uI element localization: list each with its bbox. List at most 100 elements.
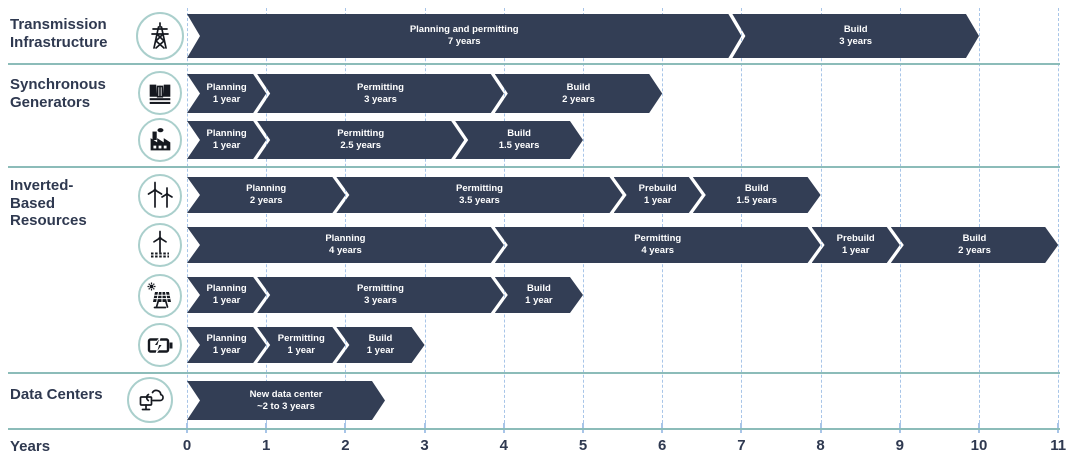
gantt-segment-build: Build 1 year: [336, 327, 424, 363]
axis-tick-label: 1: [262, 437, 271, 454]
onshore-wind-icon: [138, 174, 182, 218]
segment-phase-label: Build: [507, 128, 531, 140]
segment-phase-label: Planning and permitting: [409, 24, 519, 36]
year-gridline: [187, 8, 188, 428]
gantt-segment-planning-and-permitting: Planning and permitting 7 years: [187, 14, 741, 58]
gantt-segment-permitting: Permitting 1 year: [257, 327, 345, 363]
section-separator: [8, 372, 1060, 374]
segment-duration-label: 1 year: [212, 345, 241, 356]
segment-duration-label: 2 years: [562, 93, 595, 105]
segment-phase-label: Build: [527, 283, 551, 295]
segment-phase-label: Planning: [206, 81, 247, 93]
segment-phase-label: Planning: [206, 128, 247, 140]
segment-duration-label: 2 years: [249, 195, 283, 206]
segment-phase-label: Prebuild: [638, 183, 677, 195]
year-gridline: [979, 8, 980, 428]
axis-tick-label: 2: [341, 437, 350, 454]
year-gridline: [820, 8, 822, 428]
segment-phase-label: Build: [744, 183, 769, 195]
axis-tick-label: 5: [578, 437, 588, 454]
segment-duration-label: 3.5 years: [459, 195, 500, 206]
segment-phase-label: Permitting: [356, 283, 404, 295]
gantt-segment-prebuild: Prebuild 1 year: [812, 227, 900, 263]
gantt-segment-build: Build 1.5 years: [455, 121, 583, 159]
section-separator: [8, 63, 1060, 65]
axis-tick-label: 0: [182, 437, 192, 454]
axis-title: Years: [10, 438, 51, 455]
gantt-segment-build: Build 1.5 years: [693, 177, 821, 213]
section-label-transmission-infrastructure: Transmission Infrastructure: [10, 16, 108, 51]
section-label-data-centers: Data Centers: [10, 386, 103, 403]
segment-duration-label: 1 year: [287, 345, 316, 356]
segment-duration-label: 1 year: [841, 245, 870, 256]
segment-duration-label: 1 year: [366, 345, 395, 356]
section-separator: [8, 428, 1060, 430]
axis-tick-label: 4: [499, 437, 508, 454]
segment-duration-label: ~2 to 3 years: [257, 400, 315, 412]
segment-duration-label: 1.5 years: [736, 195, 778, 206]
year-gridline: [503, 8, 505, 428]
axis-tick-label: 9: [895, 437, 904, 454]
gantt-segment-permitting: Permitting 3.5 years: [336, 177, 622, 213]
offshore-wind-icon: [138, 223, 182, 267]
segment-duration-label: 1 year: [212, 93, 241, 105]
factory-icon: [138, 118, 182, 162]
gantt-segment-build: Build 2 years: [495, 74, 662, 113]
segment-duration-label: 4 years: [641, 245, 675, 256]
year-gridline: [345, 8, 347, 428]
segment-duration-label: 2.5 years: [340, 140, 382, 151]
section-separator: [8, 166, 1060, 168]
gantt-segment-planning: Planning 1 year: [187, 121, 266, 159]
segment-phase-label: Permitting: [356, 81, 404, 93]
segment-phase-label: Planning: [325, 233, 366, 245]
axis-tick-label: 11: [1050, 437, 1067, 454]
gantt-segment-new-data-center: New data center ~2 to 3 years: [187, 381, 385, 420]
axis-tick-label: 10: [970, 437, 988, 454]
gantt-segment-permitting: Permitting 3 years: [257, 277, 504, 313]
segment-duration-label: 3 years: [364, 295, 397, 306]
year-gridline: [662, 8, 664, 428]
section-label-inverted-based-resources: Inverted- Based Resources: [10, 177, 87, 230]
segment-phase-label: Planning: [246, 183, 287, 195]
solar-panel-icon: [138, 274, 182, 318]
segment-duration-label: 4 years: [329, 245, 362, 256]
segment-duration-label: 1 year: [212, 295, 241, 306]
gantt-segment-planning: Planning 1 year: [187, 74, 266, 113]
gantt-segment-build: Build 3 years: [732, 14, 979, 58]
gantt-segment-planning: Planning 1 year: [187, 277, 266, 313]
segment-phase-label: Permitting: [277, 333, 325, 345]
segment-duration-label: 1 year: [212, 140, 241, 151]
segment-phase-label: Build: [368, 333, 393, 345]
segment-phase-label: Permitting: [634, 233, 682, 245]
axis-tick-label: 3: [420, 437, 429, 454]
gantt-segment-planning: Planning 1 year: [187, 327, 266, 363]
segment-duration-label: 1.5 years: [498, 140, 540, 151]
segment-phase-label: Planning: [206, 283, 247, 295]
axis-tick-label: 7: [737, 437, 746, 454]
segment-duration-label: 2 years: [958, 245, 991, 256]
transmission-tower-icon: [136, 12, 184, 60]
segment-phase-label: Permitting: [455, 183, 503, 195]
segment-phase-label: Prebuild: [836, 233, 875, 245]
segment-duration-label: 1 year: [643, 195, 672, 206]
data-center-cloud-icon: [127, 377, 173, 423]
year-gridline: [899, 8, 901, 428]
gantt-segment-permitting: Permitting 2.5 years: [257, 121, 464, 159]
gantt-segment-permitting: Permitting 4 years: [495, 227, 821, 263]
segment-duration-label: 3 years: [364, 93, 397, 105]
segment-phase-label: Build: [843, 24, 868, 36]
segment-phase-label: Build: [566, 81, 591, 93]
segment-phase-label: Planning: [206, 333, 247, 345]
year-gridline: [1058, 8, 1060, 428]
segment-duration-label: 3 years: [839, 36, 873, 47]
year-gridline: [583, 8, 584, 428]
axis-tick-label: 8: [816, 437, 825, 454]
segment-duration-label: 7 years: [447, 36, 481, 47]
gantt-segment-prebuild: Prebuild 1 year: [614, 177, 702, 213]
battery-storage-icon: [138, 323, 182, 367]
segment-phase-label: Permitting: [337, 128, 385, 140]
section-label-synchronous-generators: Synchronous Generators: [10, 76, 106, 111]
gantt-segment-build: Build 1 year: [495, 277, 583, 313]
gantt-segment-planning: Planning 2 years: [187, 177, 345, 213]
